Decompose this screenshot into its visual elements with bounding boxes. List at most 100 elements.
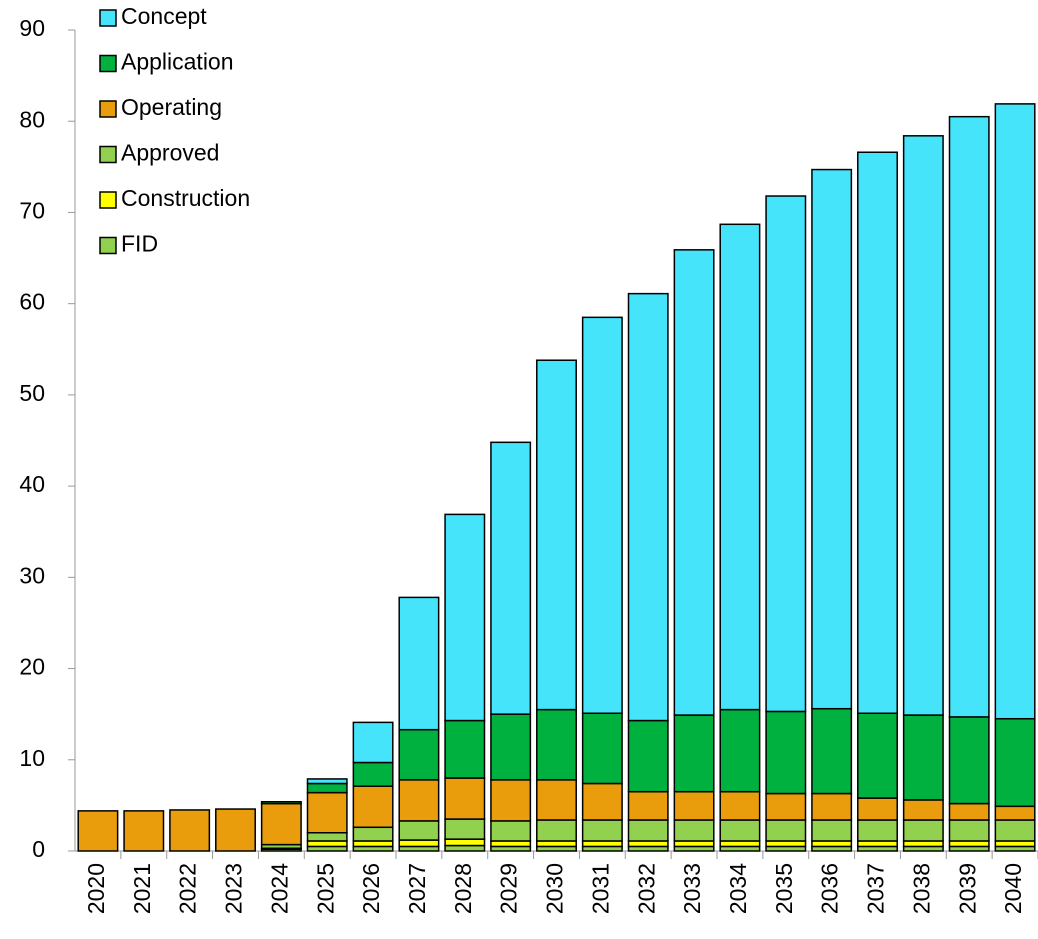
bar-segment <box>994 819 1036 842</box>
y-tick-label: 30 <box>19 562 45 588</box>
bar-segment <box>811 707 853 795</box>
x-tick-label: 2024 <box>266 863 292 914</box>
bar-segment <box>490 840 532 848</box>
legend-label: Construction <box>121 185 250 211</box>
bar-segment <box>581 819 623 842</box>
bar-segment <box>994 103 1036 720</box>
bar-segment <box>765 792 807 821</box>
bar-segment <box>948 802 990 821</box>
bar-segment <box>765 195 807 713</box>
bar-segment <box>215 808 256 852</box>
bar-segment <box>444 844 486 852</box>
x-tick-label: 2028 <box>450 863 476 914</box>
bar-segment <box>994 717 1036 808</box>
bar-segment <box>994 805 1036 821</box>
bar-segment <box>352 761 394 787</box>
bar-segment <box>627 719 669 793</box>
bar-segment <box>627 292 669 722</box>
bar-segment <box>765 840 807 848</box>
legend-swatch <box>99 100 117 118</box>
legend-label: Application <box>121 49 234 75</box>
y-tick-label: 10 <box>19 745 45 771</box>
bar-segment <box>444 818 486 840</box>
bar-segment <box>719 223 761 711</box>
bar-segment <box>444 777 486 820</box>
x-tick-label: 2036 <box>817 863 843 914</box>
bar-segment <box>490 441 532 715</box>
bar-segment <box>627 840 669 848</box>
bar-segment <box>673 790 715 821</box>
bar-segment <box>902 819 944 842</box>
bar-segment <box>352 840 394 848</box>
x-tick-label: 2035 <box>771 863 797 914</box>
bar-segment <box>811 168 853 710</box>
x-tick-label: 2038 <box>908 863 934 914</box>
x-tick-label: 2025 <box>312 863 338 914</box>
bar-segment <box>77 810 119 852</box>
legend-swatch <box>99 9 117 27</box>
x-tick-label: 2029 <box>496 863 522 914</box>
bar-segment <box>948 819 990 842</box>
legend-label: Operating <box>121 94 222 120</box>
bar-segment <box>352 721 394 764</box>
bar-segment <box>306 840 348 848</box>
legend-swatch <box>99 191 117 209</box>
bar-segment <box>444 838 486 847</box>
bar-segment <box>811 819 853 842</box>
bar-segment <box>719 790 761 821</box>
bar-segment <box>581 840 623 848</box>
bar-segment <box>857 797 898 821</box>
x-tick-label: 2021 <box>129 863 155 914</box>
bar-segment <box>352 826 394 842</box>
bar-segment <box>398 728 440 781</box>
bar-segment <box>260 802 302 846</box>
bar-segment <box>123 810 165 852</box>
bar-segment <box>811 840 853 848</box>
bar-segment <box>719 819 761 842</box>
bar-segment <box>581 316 623 715</box>
bar-segment <box>627 790 669 821</box>
bar-segment <box>948 716 990 805</box>
bar-segment <box>948 115 990 718</box>
bar-segment <box>719 708 761 793</box>
bar-segment <box>581 782 623 821</box>
legend-swatch <box>99 54 117 73</box>
y-tick-label: 20 <box>19 654 45 680</box>
bar-segment <box>398 596 440 731</box>
x-tick-label: 2037 <box>863 863 889 914</box>
x-tick-label: 2023 <box>221 863 247 914</box>
bar-segment <box>902 135 944 716</box>
bar-segment <box>581 712 623 785</box>
bar-segment <box>673 249 715 716</box>
y-tick-label: 60 <box>19 289 45 315</box>
bar-segment <box>857 712 898 799</box>
bar-segment <box>536 359 577 711</box>
bar-segment <box>398 839 440 848</box>
y-tick-label: 0 <box>32 836 45 862</box>
y-tick-label: 70 <box>19 198 45 224</box>
bar-segment <box>306 782 348 794</box>
x-tick-label: 2026 <box>358 863 384 914</box>
bar-segment <box>857 840 898 848</box>
bar-segment <box>536 708 577 781</box>
legend-label: FID <box>121 231 158 257</box>
bar-segment <box>352 785 394 829</box>
bar-segment <box>948 840 990 848</box>
x-tick-label: 2034 <box>725 863 751 914</box>
bar-segment <box>902 799 944 821</box>
bar-segment <box>398 820 440 841</box>
bar-segment <box>765 710 807 795</box>
x-tick-label: 2022 <box>175 863 201 914</box>
legend-swatch <box>99 236 117 255</box>
bar-segment <box>765 819 807 842</box>
bar-segment <box>902 714 944 801</box>
x-tick-label: 2020 <box>83 863 109 914</box>
bar-segment <box>536 819 577 842</box>
bar-segment <box>857 819 898 842</box>
bar-segment <box>444 719 486 779</box>
bar-segment <box>994 840 1036 848</box>
bar-segment <box>811 792 853 821</box>
bar-segment <box>857 151 898 715</box>
bar-segment <box>490 820 532 842</box>
